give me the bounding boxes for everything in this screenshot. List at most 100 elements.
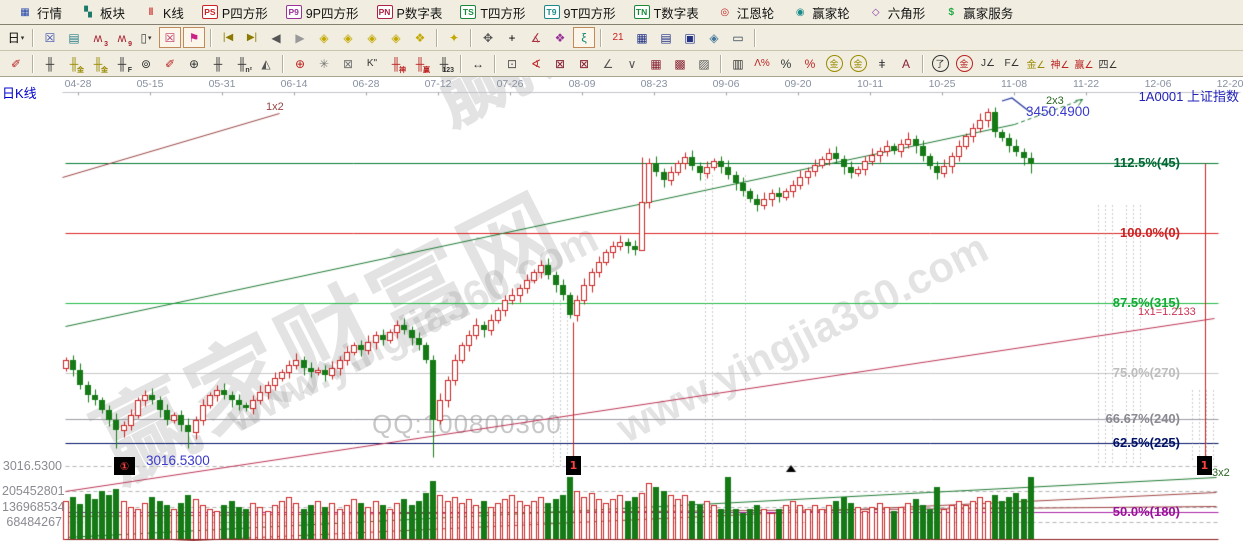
menu-item-hexagon[interactable]: ◇ 六角形	[859, 0, 935, 24]
rays-box-1-button[interactable]: ⊠	[549, 53, 571, 74]
percent-lines-button[interactable]: %	[799, 53, 821, 74]
circle-cross-button[interactable]: ⊕	[289, 53, 311, 74]
menu-item-p-number-table[interactable]: PN P数字表	[368, 0, 452, 24]
cycle-brain-button[interactable]: ξ	[573, 27, 595, 48]
starburst-button[interactable]: ✳	[313, 53, 335, 74]
hatch-lines-button[interactable]: ▨	[693, 53, 715, 74]
notes-doc-button[interactable]: ▤	[63, 27, 85, 48]
starburst-box-button[interactable]: ⊠	[337, 53, 359, 74]
pan-hand-button[interactable]: ✥	[477, 27, 499, 48]
brush-knife-button[interactable]: ✐	[159, 53, 181, 74]
crosshair-button[interactable]: +	[501, 27, 523, 48]
notepad-button[interactable]: ▤	[655, 27, 677, 48]
pattern-box-button[interactable]: ☒	[39, 27, 61, 48]
angle-ying-button[interactable]: 赢∠	[1073, 53, 1095, 74]
menu-item-t-number-table[interactable]: TN T数字表	[625, 0, 708, 24]
circle-gold-1-button[interactable]: 金	[823, 53, 845, 74]
go-first-button[interactable]: |◀	[217, 27, 239, 48]
gann-grid-f-button[interactable]: ╫ F	[111, 53, 133, 75]
calculator-button[interactable]: ▦	[631, 27, 653, 48]
mirror-angle-button[interactable]: ◭	[255, 53, 277, 74]
rays-box-2-button[interactable]: ⊠	[573, 53, 595, 74]
grid-shen-button[interactable]: ╫ 神	[385, 53, 407, 75]
menu-item-9p-square[interactable]: P9 9P四方形	[277, 0, 368, 24]
grid-ying-button[interactable]: ╫ 赢	[409, 53, 431, 75]
angle-gold-button[interactable]: 金∠	[1025, 53, 1047, 74]
date-tick-label: 07-26	[496, 78, 524, 90]
gann-box-tool-button[interactable]: ☒	[159, 27, 181, 48]
frame-tool-button[interactable]: ⊡	[501, 53, 523, 74]
diamond-in-button[interactable]: ◈	[385, 27, 407, 48]
circle-gold-2-button[interactable]: 金	[847, 53, 869, 74]
gann-grid-button[interactable]: ╫	[39, 53, 61, 74]
menu-item-quotes[interactable]: ▦ 行情	[8, 0, 71, 24]
diamond-right-button[interactable]: ◈	[337, 27, 359, 48]
plain-grid-button[interactable]: ╫	[207, 53, 229, 74]
chart-canvas[interactable]	[0, 77, 1243, 541]
eraser-knife-button[interactable]: ✐	[5, 53, 27, 74]
menu-item-9t-square[interactable]: T9 9T四方形	[535, 0, 625, 24]
magic-tool-button[interactable]: ❖	[549, 27, 571, 48]
angle-rays-button[interactable]: ∠	[597, 53, 619, 74]
width-arrows-button[interactable]: ↔	[467, 53, 489, 74]
menu-item-kline[interactable]: ‖ K线	[134, 0, 193, 24]
grid-ying-tag: 赢	[423, 67, 430, 74]
angle-pen-button[interactable]: ∡	[525, 27, 547, 48]
grid-dense-button[interactable]: ▦	[645, 53, 667, 74]
calendar-button[interactable]: 21	[607, 27, 629, 48]
candle-style-button[interactable]: ▯ ▾	[135, 27, 157, 48]
symbol-label: 1A0001 上证指数	[1138, 89, 1239, 104]
k-quote-button[interactable]: K"	[361, 53, 383, 74]
percent-plain-button[interactable]: %	[775, 53, 797, 74]
menu-item-winner-service[interactable]: $ 赢家服务	[934, 0, 1022, 24]
angle-shen-button[interactable]: 神∠	[1049, 53, 1071, 74]
time-grid-button[interactable]: ⊕	[183, 53, 205, 74]
window-diamond-button[interactable]: ◈	[703, 27, 725, 48]
period-selector-button[interactable]: 日 ▾	[5, 27, 27, 48]
step-forward-button[interactable]: ▶	[289, 27, 311, 48]
angle-f-button[interactable]: F∠	[1001, 53, 1023, 74]
gann-level-label: 66.67%(240)	[1105, 411, 1180, 426]
flag-volume-button[interactable]: ⚑	[183, 27, 205, 48]
diamond-both-button[interactable]: ◈	[361, 27, 383, 48]
diamond-left-button[interactable]: ◈	[313, 27, 335, 48]
grid-123-button[interactable]: ╫ 123	[433, 53, 455, 75]
menu-item-sectors[interactable]: ▚ 板块	[71, 0, 134, 24]
menu-item-gann-wheel[interactable]: ◎ 江恩轮	[708, 0, 784, 24]
diamond-star-button[interactable]: ❖	[409, 27, 431, 48]
save-button[interactable]: ▣	[679, 27, 701, 48]
grid-n2-button[interactable]: ╫ n²	[231, 53, 253, 75]
menu-item-p-square[interactable]: PS P四方形	[193, 0, 277, 24]
circle-gold-3-icon: 金	[955, 55, 973, 72]
angle-four-button[interactable]: 四∠	[1097, 53, 1119, 74]
printer-button[interactable]: ▭	[727, 27, 749, 48]
grid-arrow-button[interactable]: ▩	[669, 53, 691, 74]
event-marker[interactable]: 1	[566, 456, 581, 475]
gann-grid-gold-2-button[interactable]: ╫ 金	[87, 53, 109, 75]
circle-gold-3-button[interactable]: 金	[953, 53, 975, 74]
grid-ying-icon: ╫	[415, 56, 425, 71]
menu-item-winner-wheel[interactable]: ◉ 赢家轮	[783, 0, 859, 24]
event-marker[interactable]: 1	[1197, 456, 1212, 475]
angle-j-button[interactable]: J∠	[977, 53, 999, 74]
diamond-move-button[interactable]: ✦	[443, 27, 465, 48]
menu-item-t-square[interactable]: TS T四方形	[451, 0, 534, 24]
calculator-icon: ▦	[636, 30, 648, 45]
a-angle-button[interactable]: A	[895, 53, 917, 74]
percent-wave-button[interactable]: Λ%	[751, 53, 773, 74]
event-marker[interactable]: ①	[114, 457, 135, 475]
angle-liao-button[interactable]: 了	[929, 53, 951, 74]
go-last-button[interactable]: ▶|	[241, 27, 263, 48]
v-lines-button[interactable]: ∨	[621, 53, 643, 74]
fan-rays-button[interactable]: ∢	[525, 53, 547, 74]
circle-cross-icon: ⊕	[294, 56, 306, 71]
measure-pen-button[interactable]: ǂ	[871, 53, 893, 74]
gann-grid-gold-1-button[interactable]: ╫ 金	[63, 53, 85, 75]
price-histogram-button[interactable]: ▥	[727, 53, 749, 74]
coil-rings-button[interactable]: ⊚	[135, 53, 157, 74]
starburst-box-icon: ⊠	[342, 56, 354, 71]
toolbar-separator	[470, 28, 472, 47]
step-back-button[interactable]: ◀	[265, 27, 287, 48]
